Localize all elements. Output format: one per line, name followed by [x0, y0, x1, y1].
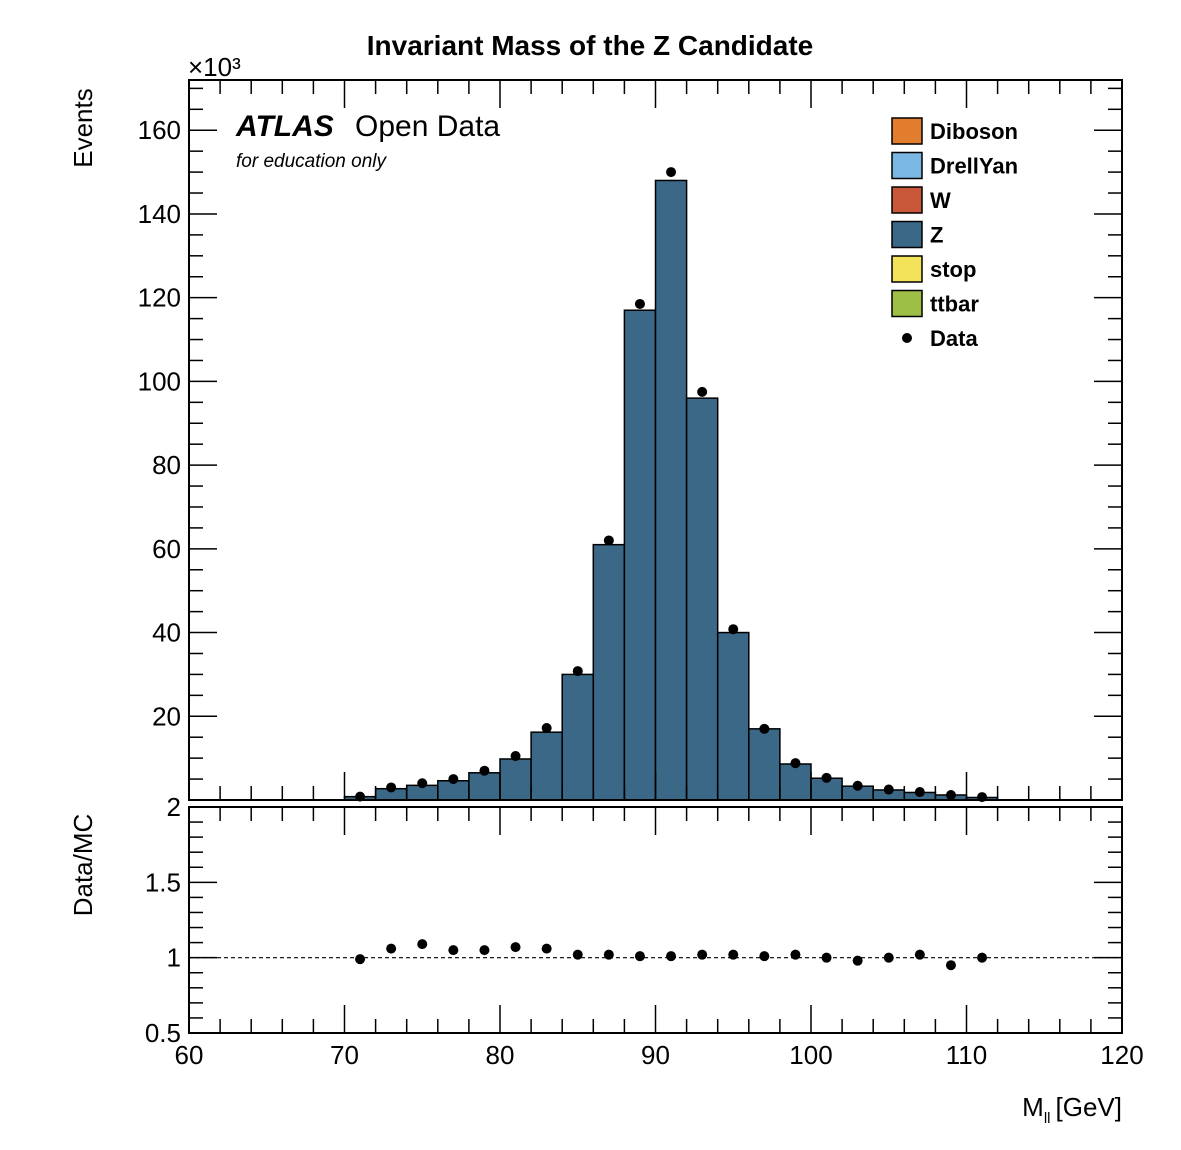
- data-point: [914, 787, 925, 798]
- legend-label: Z: [930, 223, 943, 248]
- x-tick-label: 120: [1100, 1040, 1143, 1070]
- ratio-point: [852, 955, 863, 966]
- histogram-bar: [561, 673, 595, 801]
- data-point: [386, 782, 397, 793]
- data-point: [666, 167, 677, 178]
- legend-marker: [902, 333, 912, 343]
- data-point: [945, 789, 956, 800]
- main-histogram-panel: 20 40 60 80 100 120 140 160: [138, 79, 1123, 803]
- y-scale-label: ×10³: [188, 52, 241, 82]
- atlas-text: ATLAS: [235, 110, 334, 143]
- data-point: [603, 535, 614, 546]
- histogram-bar: [779, 763, 812, 801]
- data-point: [634, 298, 645, 309]
- data-point: [541, 723, 552, 733]
- legend-swatch: [891, 186, 923, 214]
- ratio-point: [790, 949, 801, 960]
- legend-swatch: [891, 255, 923, 283]
- y-tick-label: 40: [152, 618, 181, 648]
- ratio-point: [603, 949, 614, 960]
- ratio-point: [448, 945, 459, 956]
- data-point: [883, 784, 894, 795]
- y-tick-label: 0.5: [145, 1018, 181, 1048]
- legend-label: W: [930, 188, 951, 213]
- ratio-panel: 0.5 1 1.5 2 60 70 80 90 100 110 120: [145, 792, 1144, 1070]
- ratio-point: [572, 949, 583, 960]
- ratio-point: [666, 951, 677, 962]
- histogram-bar: [468, 772, 501, 801]
- x-tick-label: 90: [641, 1040, 670, 1070]
- data-point: [479, 765, 490, 776]
- data-point: [821, 772, 832, 783]
- y-tick-label: 140: [138, 199, 181, 229]
- y-tick-label: 1.5: [145, 867, 181, 897]
- data-point: [790, 758, 801, 769]
- x-tick-label: 110: [946, 1040, 987, 1070]
- ratio-point: [945, 960, 956, 971]
- legend-label: DrellYan: [930, 154, 1018, 179]
- ratio-point: [479, 945, 490, 956]
- x-axis-label: Mll [GeV]: [1022, 1092, 1122, 1127]
- ratio-point: [914, 949, 925, 960]
- ratio-point: [728, 949, 739, 960]
- legend-label: ttbar: [930, 292, 979, 317]
- histogram-bar: [748, 728, 781, 801]
- ratio-point: [883, 952, 894, 963]
- x-tick-label: 70: [330, 1040, 359, 1070]
- legend-label: Diboson: [930, 119, 1018, 144]
- histogram-bar: [592, 543, 626, 801]
- histogram-bar: [685, 397, 719, 801]
- x-tick-label: 100: [789, 1040, 832, 1070]
- data-point: [510, 751, 521, 762]
- data-point: [852, 780, 863, 791]
- ratio-point: [821, 952, 832, 963]
- y-tick-label: 100: [138, 366, 181, 396]
- histogram-bar: [499, 758, 532, 801]
- x-tick-label: 60: [175, 1040, 204, 1070]
- y-tick-label: 2: [167, 792, 181, 822]
- histogram-bar: [530, 731, 563, 801]
- legend-label: Data: [930, 326, 978, 351]
- data-point: [417, 778, 428, 789]
- ratio-point: [634, 951, 645, 962]
- data-point: [759, 723, 770, 734]
- y-tick-label: 120: [138, 283, 181, 313]
- ratio-point: [759, 951, 770, 962]
- data-point: [572, 666, 583, 677]
- x-tick-label: 80: [486, 1040, 515, 1070]
- ratio-point: [386, 943, 397, 954]
- histogram-bar: [654, 179, 688, 801]
- chart-title: Invariant Mass of the Z Candidate: [367, 30, 814, 61]
- legend-swatch: [891, 117, 923, 145]
- y-tick-label: 80: [152, 450, 181, 480]
- atlas-label: ATLAS Open Data for education only: [235, 110, 500, 172]
- legend-swatch: [891, 151, 923, 180]
- ratio-point: [510, 942, 521, 953]
- histogram-bar: [623, 309, 657, 801]
- ratio-point: [355, 954, 366, 965]
- data-point: [697, 386, 708, 397]
- y-tick-label: 60: [152, 534, 181, 564]
- histogram-bar: [716, 631, 750, 801]
- top-y-axis-label: Events: [68, 88, 98, 168]
- legend-swatch: [891, 289, 923, 318]
- open-data-text: Open Data: [355, 110, 500, 143]
- y-tick-label: 20: [152, 701, 181, 731]
- legend-label: stop: [930, 257, 976, 282]
- bottom-y-axis-label: Data/MC: [68, 814, 98, 917]
- education-note: for education only: [236, 151, 387, 172]
- ratio-point: [417, 939, 428, 950]
- data-point: [448, 774, 459, 785]
- ratio-point: [697, 949, 708, 960]
- ratio-point: [977, 952, 988, 963]
- y-tick-label: 160: [138, 115, 181, 145]
- data-point: [728, 624, 739, 635]
- ratio-point: [541, 943, 552, 954]
- legend-swatch: [891, 220, 923, 249]
- bottom-plot-frame: [188, 806, 1123, 1034]
- y-tick-label: 1: [167, 943, 181, 973]
